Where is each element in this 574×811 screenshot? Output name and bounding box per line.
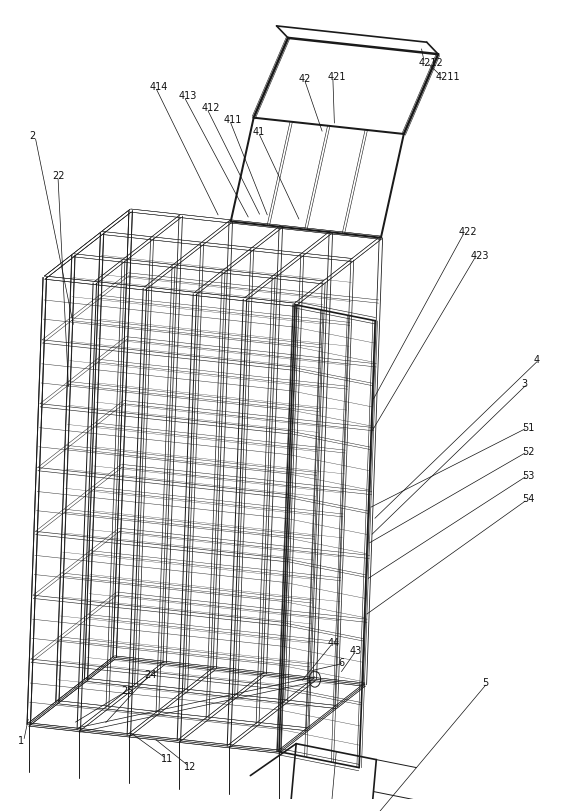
Text: 411: 411 xyxy=(224,115,242,126)
Text: 412: 412 xyxy=(201,104,220,114)
Text: 4211: 4211 xyxy=(436,71,460,82)
Text: 422: 422 xyxy=(459,227,478,237)
Text: 4: 4 xyxy=(533,354,540,365)
Text: 5: 5 xyxy=(482,678,488,688)
Text: 24: 24 xyxy=(144,670,156,680)
Text: 53: 53 xyxy=(522,470,534,481)
Text: 12: 12 xyxy=(184,762,196,772)
Text: 22: 22 xyxy=(52,171,65,182)
Text: 421: 421 xyxy=(327,71,346,82)
Text: 43: 43 xyxy=(350,646,362,656)
Text: 413: 413 xyxy=(178,92,196,101)
Text: 414: 414 xyxy=(150,82,168,92)
Text: 54: 54 xyxy=(522,495,534,504)
Text: 42: 42 xyxy=(298,74,311,84)
Text: 2: 2 xyxy=(29,131,36,141)
Text: 6: 6 xyxy=(339,658,344,668)
Text: 1: 1 xyxy=(18,736,24,746)
Text: 44: 44 xyxy=(327,638,339,648)
Text: 52: 52 xyxy=(522,447,534,457)
Text: 3: 3 xyxy=(522,379,528,388)
Text: 51: 51 xyxy=(522,423,534,432)
Text: 25: 25 xyxy=(121,686,133,696)
Text: 423: 423 xyxy=(470,251,488,261)
Text: 41: 41 xyxy=(253,127,265,137)
Text: 4212: 4212 xyxy=(418,58,444,68)
Text: 11: 11 xyxy=(161,754,173,764)
